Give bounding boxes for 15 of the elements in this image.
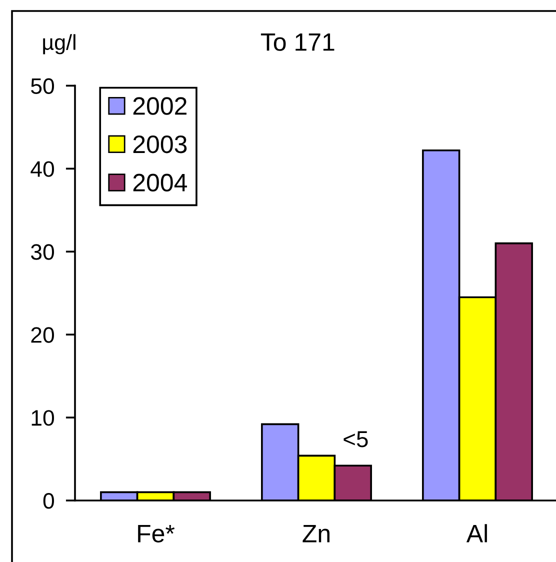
y-tick-label: 50 xyxy=(31,78,54,94)
x-tick-label: Fe* xyxy=(138,525,175,542)
x-tick-label: Al xyxy=(466,524,487,542)
y-axis-title: µg/l xyxy=(43,34,76,54)
chart-title: To 171 xyxy=(260,33,334,51)
legend-label: 2002 xyxy=(133,97,186,115)
x-tick-label: Zn xyxy=(302,525,330,542)
y-tick-label: 10 xyxy=(32,410,54,426)
legend-label: 2004 xyxy=(133,174,187,192)
legend-label: 2003 xyxy=(133,135,187,154)
y-tick-label: 20 xyxy=(31,327,54,343)
y-tick-label: 30 xyxy=(30,244,54,260)
y-tick-label: 40 xyxy=(30,161,54,177)
data-label: <5 xyxy=(344,431,368,448)
y-tick-label: 0 xyxy=(43,493,54,509)
